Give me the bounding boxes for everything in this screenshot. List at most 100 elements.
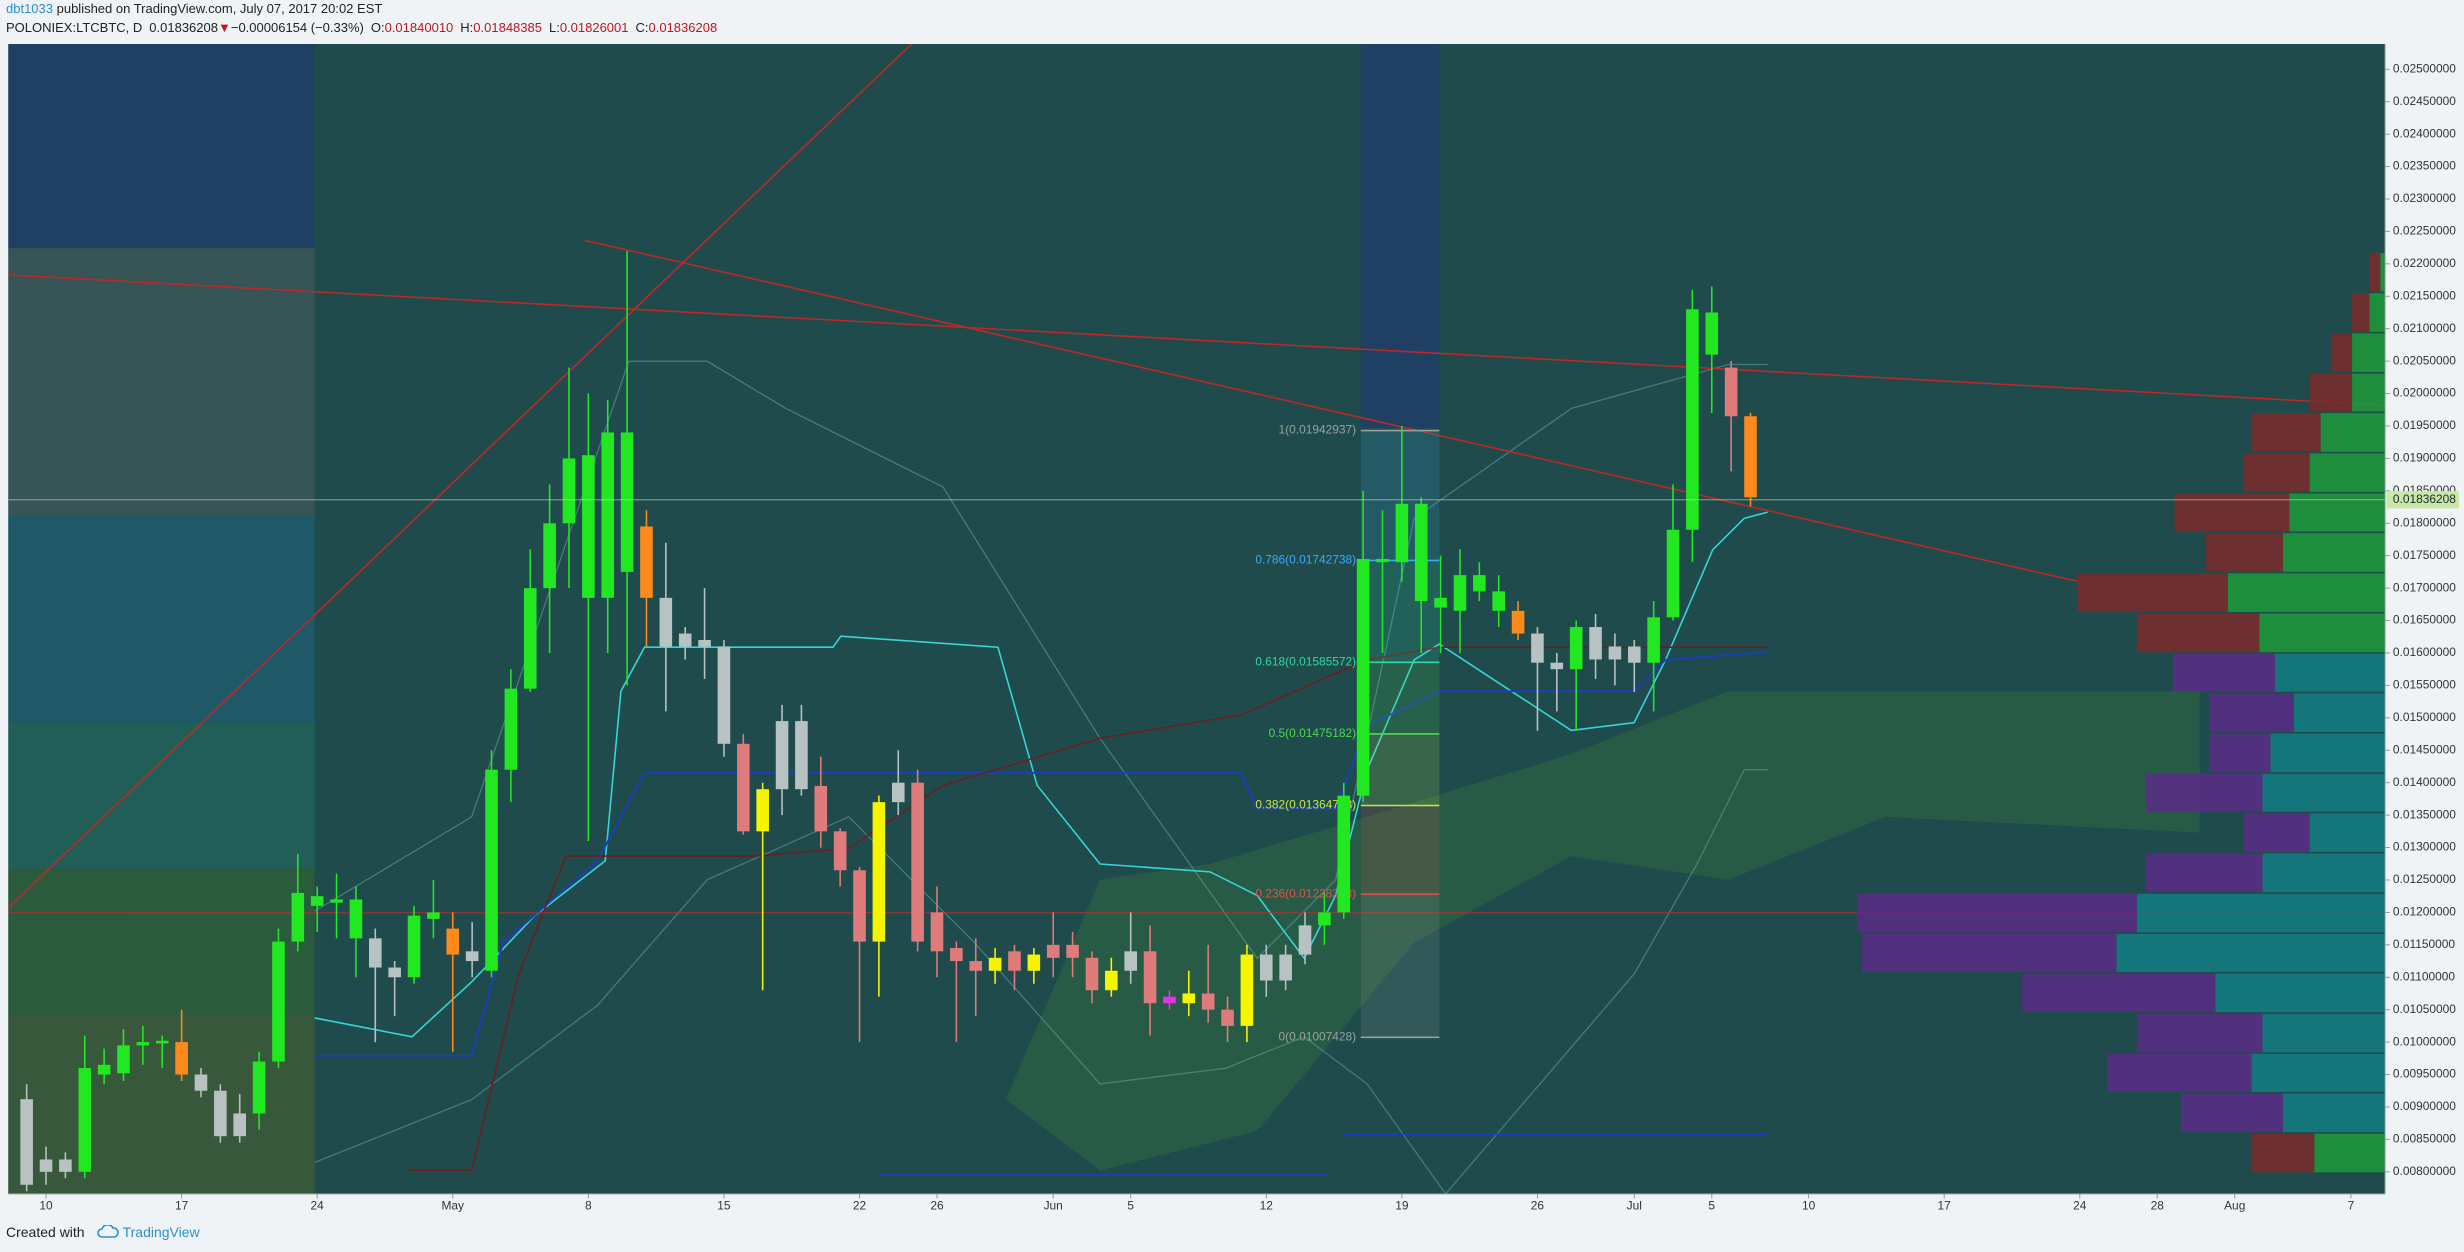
axes: 0.00800000 0.00850000 0.00900000 0.00950000… [39,61,2459,1213]
candle-body [78,1068,92,1172]
candle-body [833,831,847,871]
x-tick-label: 12 [1260,1199,1274,1213]
candle-body [1066,944,1079,958]
candle-body [214,1090,227,1137]
arrow: ▼ [217,20,231,35]
volume-down [2136,1013,2263,1053]
volume-down [2243,453,2310,493]
candle-body [795,721,808,790]
y-tick-label: 0.01800000 [2393,515,2456,529]
y-tick-label: 0.02450000 [2393,94,2456,108]
candle-body [1008,951,1021,971]
y-tick-label: 0.01150000 [2393,937,2455,951]
volume-up [2352,373,2386,412]
volume-up [2227,573,2386,612]
candle-body [1376,558,1389,563]
fib-zone [1360,662,1440,734]
x-tick-label: 26 [930,1199,944,1213]
y-tick-label: 0.01200000 [2393,905,2456,919]
volume-down [2022,973,2216,1013]
candle-body [1259,954,1273,981]
ohlc-value: 0.01840010 [384,20,454,35]
candle-body [1511,610,1525,634]
logo [96,1225,119,1238]
volume-down [2251,413,2321,452]
fib-label: 0.786(0.01742738) [1255,553,1356,567]
candle-body [1027,954,1041,971]
volume-up [2380,252,2386,292]
ohlc-key: O: [370,20,385,35]
volume-down [2209,733,2271,773]
candle-body [1453,575,1467,611]
x-tick-label: Aug [2224,1199,2245,1213]
y-tick-label: 0.01000000 [2393,1034,2456,1048]
fib-label: 0(0.01007428) [1279,1029,1357,1043]
fib-label: 1(0.01942937) [1279,423,1357,437]
zone [8,722,315,869]
y-tick-label: 0.02350000 [2393,159,2456,173]
footer: Created with TradingView [6,1224,200,1240]
published: published on TradingView.com, July 07, 2… [53,1,383,16]
volume-up [2309,813,2386,852]
candle-body [330,899,343,903]
trend-line [8,274,2386,407]
volume-up [2262,773,2386,812]
ohlc-value: 0.01848385 [473,20,542,35]
x-tick-label: 22 [853,1199,867,1213]
volume-up [2282,1093,2386,1133]
symbol: POLONIEX:LTCBTC, D [6,20,143,35]
candle-body [1279,954,1292,981]
fib-label: 0.236(0.01228208) [1255,886,1356,900]
candle-body [349,899,363,939]
volume-down [2352,293,2370,332]
candle-body [543,523,556,589]
band-line [314,816,1447,1194]
candle-body [950,948,963,962]
candle-body [582,455,595,598]
fib-zone [1360,894,1440,1038]
ohlc-value: 0.01836208 [648,20,718,35]
x-tick-label: 19 [1395,1199,1409,1213]
x-tick-label: Jul [1627,1199,1642,1213]
volume-down [2172,653,2276,692]
brand[interactable]: TradingView [122,1224,200,1240]
candle-body [1550,662,1564,670]
author[interactable]: dbt1033 [6,1,53,16]
y-tick-label: 0.01650000 [2393,613,2456,627]
candle-body [1395,503,1409,563]
candle-body [369,938,382,968]
y-tick-label: 0.01550000 [2393,678,2456,692]
x-tick-label: 26 [1531,1199,1545,1213]
y-tick-label: 0.02150000 [2393,288,2456,302]
volume-down [2174,493,2290,532]
candle-body [1473,575,1486,592]
candle-body [1143,951,1157,1004]
candle-body [20,1099,33,1185]
candle-body [1201,993,1215,1010]
candle-body [523,588,537,689]
header-line: dbt1033 published on TradingView.com, Ju… [6,1,382,16]
candle-body [1337,795,1351,913]
volume-down [1861,933,2117,972]
fib-label: 0.382(0.01364793) [1255,798,1356,812]
y-tick-label: 0.01050000 [2393,1002,2456,1016]
candle-body [485,769,498,971]
volume-up [2215,973,2386,1013]
change: −0.00006154 (−0.33%) [230,20,364,35]
candle-body [1434,597,1447,608]
indicator-line [408,646,1768,1172]
candle-body [1414,503,1428,602]
candle-body [1356,558,1370,796]
y-tick-label: 0.01100000 [2393,969,2455,983]
x-tick-label: 17 [1938,1199,1952,1213]
volume-down [2106,1053,2252,1092]
y-tick-label: 0.01750000 [2393,548,2456,562]
candle-body [853,870,866,942]
candle-body [1163,996,1176,1004]
candle-body [737,743,750,832]
y-tick-label: 0.02000000 [2393,386,2456,400]
header-line: POLONIEX:LTCBTC, D 0.01836208 ▼−0.00006154… [6,20,717,35]
zone [8,515,315,723]
x-tick-label: 5 [1708,1199,1715,1213]
